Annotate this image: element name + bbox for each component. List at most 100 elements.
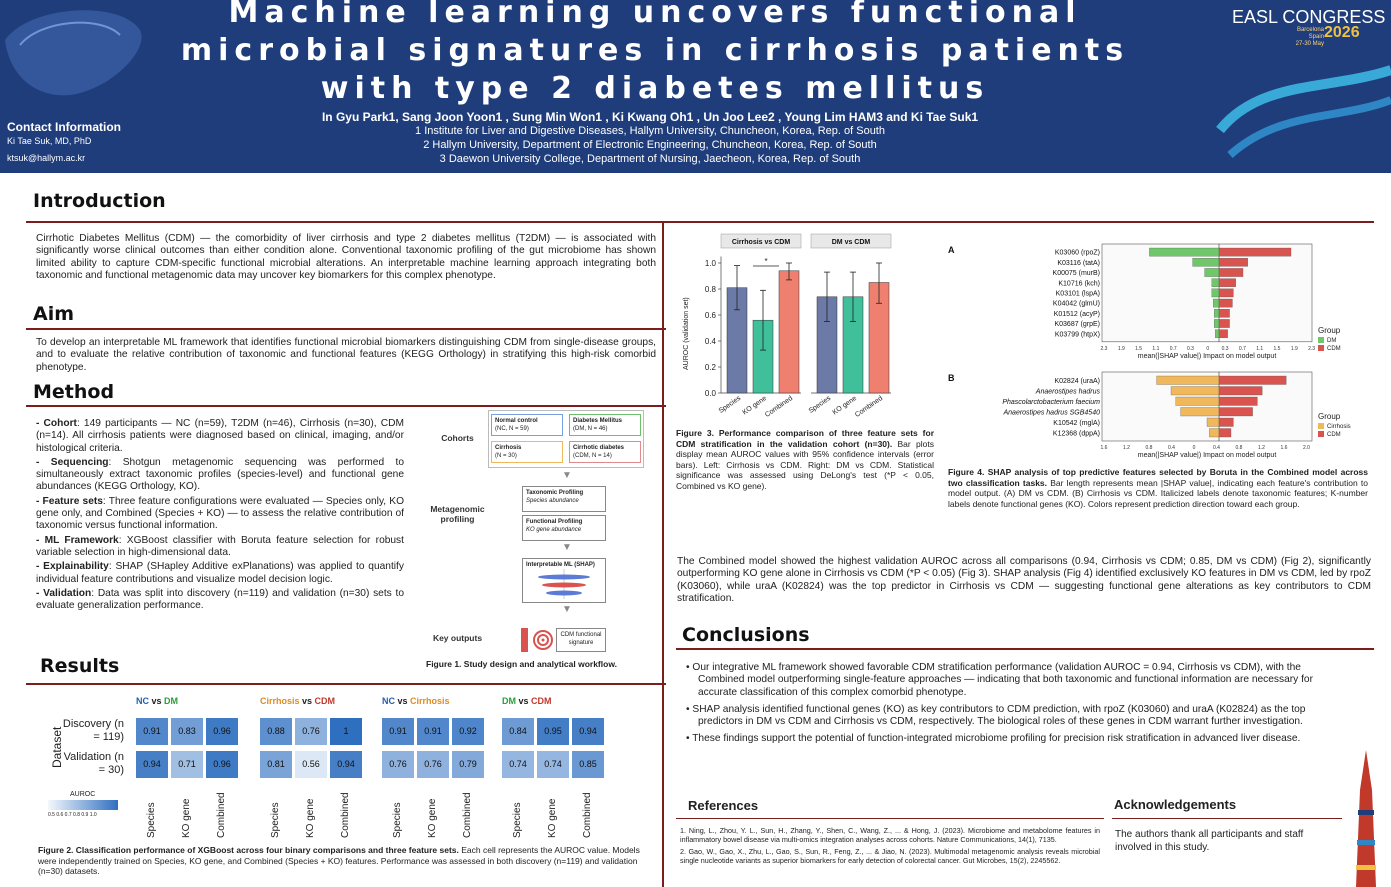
heatmap-cell: 0.88 <box>260 718 292 745</box>
method-rule <box>26 405 666 407</box>
heatmap-cell: 0.92 <box>452 718 484 745</box>
fig4-feature-label: K03116 (tatA) <box>1057 260 1100 267</box>
fig4-bar-right <box>1218 258 1248 267</box>
figure4-shap-chart: A K03060 (rpoZ) K03116 (tatA) K00075 (murB)… <box>948 243 1351 459</box>
heatmap-cell: 0.79 <box>452 751 484 778</box>
fig4-bar-left <box>1209 428 1220 438</box>
heatmap-cell: 0.85 <box>572 751 604 778</box>
fig4-panel-label: B <box>948 373 955 383</box>
fig4-xtick: 0.3 <box>1222 346 1229 352</box>
liver-graphic-icon <box>5 10 142 96</box>
row-label-validation: Validation (n = 30) <box>63 751 124 776</box>
heatmap-cell: 0.74 <box>502 751 534 778</box>
fig4-feature-label: K10716 (kch) <box>1058 280 1100 287</box>
fig3-xtick: Species <box>808 395 833 415</box>
arrow-down-icon: ▼ <box>562 470 572 481</box>
fig4-bar-left <box>1175 396 1220 406</box>
fig4-bar-right <box>1218 319 1230 328</box>
heatmap-col-label: Species <box>146 802 157 838</box>
fig3-panel-right-strip <box>810 233 892 249</box>
target-icon <box>533 630 553 650</box>
fig4-feature-label: K12368 (dppA) <box>1053 430 1100 437</box>
column-divider <box>662 221 664 887</box>
fig2-caption: Figure 2. Classification performance of … <box>38 845 640 876</box>
tower-graphic-icon <box>1356 750 1376 887</box>
fig4-feature-label: K03687 (grpE) <box>1054 321 1100 328</box>
fig4-bar-left <box>1206 417 1220 427</box>
heatmap-panel-title: Cirrhosis vs CDM <box>260 696 336 706</box>
heatmap-cell: 0.81 <box>260 751 292 778</box>
fig4-feature-label: K02824 (uraA) <box>1054 378 1100 385</box>
fig4-legend-swatch <box>1318 345 1324 351</box>
heatmap-cell: 0.94 <box>572 718 604 745</box>
heatmap-cell: 0.76 <box>295 718 327 745</box>
heatmap-cell: 0.74 <box>537 751 569 778</box>
fig4-bar-left <box>1170 386 1220 396</box>
logo-year: 2026 <box>1324 24 1360 41</box>
fig4-bar-right <box>1218 428 1232 438</box>
title-line-2: microbial signatures in cirrhosis patien… <box>180 33 1130 68</box>
cohort-cdm: Cirrhotic diabetes (CDM, N = 14) <box>569 441 641 463</box>
method-item-text: : SHAP (SHapley Additive exPlanations) w… <box>36 561 404 585</box>
affiliation-2: 2 Hallym University, Department of Elect… <box>423 139 877 151</box>
fig4-feature-label: Anaerostipes hadrus SGB4540 <box>1002 409 1100 416</box>
fig4-feature-label: K00075 (murB) <box>1053 270 1100 277</box>
heatmap-col-label: Combined <box>462 792 473 838</box>
fig4-panel-label: A <box>948 245 955 255</box>
row-label-discovery: Discovery (n = 119) <box>62 718 124 743</box>
fig4-bar-right <box>1218 288 1234 298</box>
heatmap-cell: 0.94 <box>330 751 362 778</box>
fig4-bar-right <box>1218 329 1228 338</box>
fig4-feature-label: K04042 (glmU) <box>1053 301 1100 308</box>
fig4-legend-label: DM <box>1327 338 1336 344</box>
fig4-legend-swatch <box>1318 431 1324 437</box>
fig3-panel-left-strip <box>720 233 802 249</box>
reference-item: 2. Gao, W., Gao, X., Zhu, L., Gao, S., S… <box>680 847 1100 865</box>
conclusion-item: • Our integrative ML framework showed fa… <box>686 662 1313 698</box>
legend-gradient <box>48 800 118 810</box>
heatmap-cell: 0.96 <box>206 718 238 745</box>
output-box: CDM functional signature <box>556 628 606 652</box>
cohort-nc: Normal control (NC, N = 59) <box>491 414 563 436</box>
heatmap-cell: 0.94 <box>136 751 168 778</box>
intro-rule <box>26 221 1374 223</box>
fig3-xtick: Combined <box>854 395 884 419</box>
method-title: Method <box>33 381 115 403</box>
heatmap-cell: 0.76 <box>417 751 449 778</box>
fig4-xtick: 1.6 <box>1281 445 1288 451</box>
fig4-bar-right <box>1218 386 1263 396</box>
heatmap-col-label: KO gene <box>181 798 192 838</box>
output-marker <box>521 628 528 652</box>
results-summary: The Combined model showed the highest va… <box>677 556 1371 604</box>
fig4-legend-title: Group <box>1318 412 1341 421</box>
authors: In Gyu Park1, Sang Joon Yoon1 , Sung Min… <box>321 110 979 124</box>
fig1-caption: Figure 1. Study design and analytical wo… <box>426 659 617 669</box>
heatmap-cell: 0.71 <box>171 751 203 778</box>
shap-box: Interpretable ML (SHAP) <box>522 558 606 603</box>
taxonomic-profiling-box: Taxonomic Profiling Species abundance <box>522 486 606 512</box>
fig4-xtick: 1.9 <box>1118 346 1125 352</box>
method-item-text: : Data was split into discovery (n=119) … <box>36 587 404 612</box>
fig4-bar-right <box>1218 396 1258 406</box>
contact-info: Contact Information Ki Tae Suk, MD, PhD … <box>7 120 121 165</box>
fig3-panel-left-title: Cirrhosis vs CDM <box>732 239 791 246</box>
affiliation-1: 1 Institute for Liver and Digestive Dise… <box>415 125 885 137</box>
heatmap-cell: 0.91 <box>382 718 414 745</box>
fig3-ylabel: AUROC (validation set) <box>683 297 690 370</box>
fig4-bar-left <box>1214 319 1220 328</box>
heatmap-col-label: Species <box>392 802 403 838</box>
fig3-ytick: 0.0 <box>705 389 717 398</box>
intro-title: Introduction <box>33 190 166 212</box>
conclusions-list: • Our integrative ML framework showed fa… <box>686 662 1346 751</box>
fig3-ytick: 0.8 <box>705 285 717 294</box>
arrow-down-icon: ▼ <box>562 542 572 553</box>
fig4-bar-left <box>1215 329 1220 338</box>
heatmap-panel-title: DM vs CDM <box>502 696 552 706</box>
figure3-bar-chart: AUROC (validation set) 0.0 0.2 0.4 0.6 0.8 1.0… <box>683 233 892 419</box>
fig4-xtick: 2.3 <box>1308 346 1315 352</box>
contact-email[interactable]: ktsuk@hallym.ac.kr <box>7 153 86 163</box>
heatmap-cell: 0.56 <box>295 751 327 778</box>
results-title: Results <box>40 655 120 677</box>
fig4-legend-swatch <box>1318 423 1324 429</box>
fig4-legend-swatch <box>1318 337 1324 343</box>
